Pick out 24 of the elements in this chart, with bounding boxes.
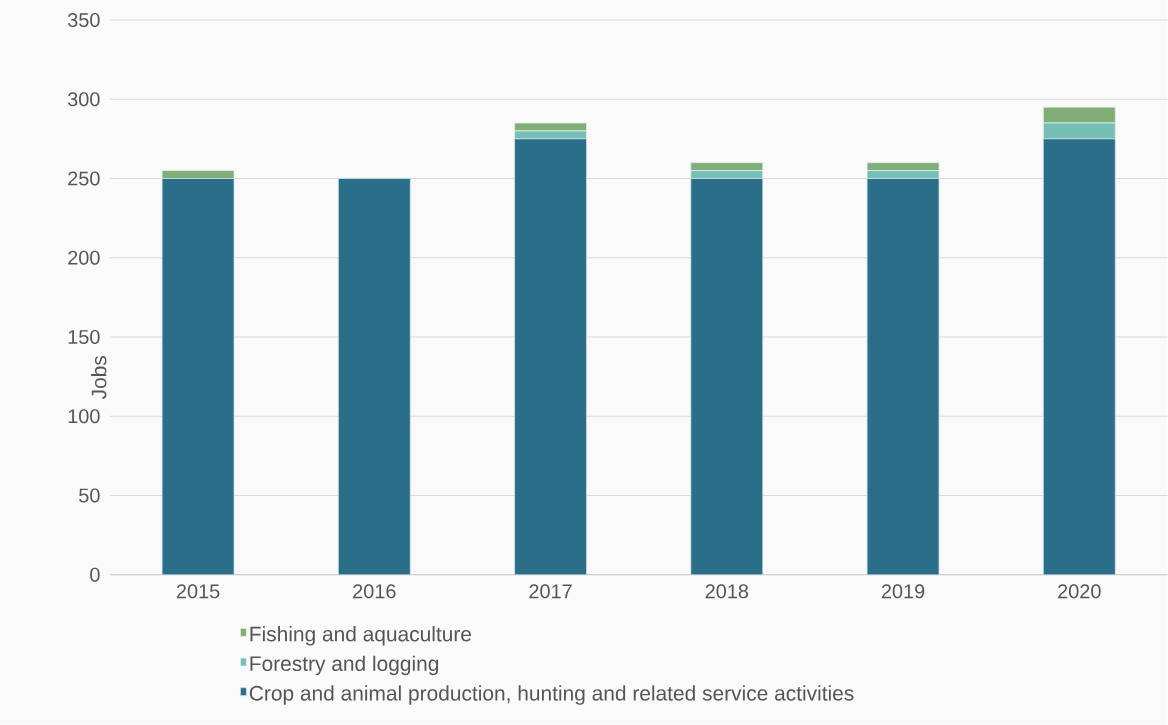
y-tick-label: 250 <box>68 171 100 186</box>
x-tick-label: 2019 <box>881 584 925 599</box>
legend-label: Forestry and logging <box>250 655 439 676</box>
y-tick-label: 300 <box>67 92 100 107</box>
bar <box>690 178 764 575</box>
bar <box>161 178 235 575</box>
y-tick-label: 0 <box>90 567 100 582</box>
y-axis-title: Jobs <box>91 356 107 400</box>
legend-label: Fishing and aquaculture <box>250 626 472 646</box>
y-tick-label: 200 <box>68 250 100 265</box>
legend-label: Crop and animal production, hunting and related service activities <box>249 685 854 705</box>
y-tick-label: 150 <box>68 330 100 345</box>
x-tick-label: 2016 <box>353 584 396 599</box>
x-tick-label: 2017 <box>529 584 572 599</box>
y-tick-label: 100 <box>68 409 100 424</box>
x-tick-label: 2020 <box>1058 584 1101 599</box>
bar <box>1042 138 1116 575</box>
bar <box>337 178 411 575</box>
bar <box>866 178 940 575</box>
bar <box>514 138 587 575</box>
x-tick-label: 2015 <box>176 584 220 599</box>
y-tick-label: 50 <box>79 488 100 503</box>
y-tick-label: 350 <box>67 13 100 28</box>
x-tick-label: 2018 <box>705 584 749 599</box>
